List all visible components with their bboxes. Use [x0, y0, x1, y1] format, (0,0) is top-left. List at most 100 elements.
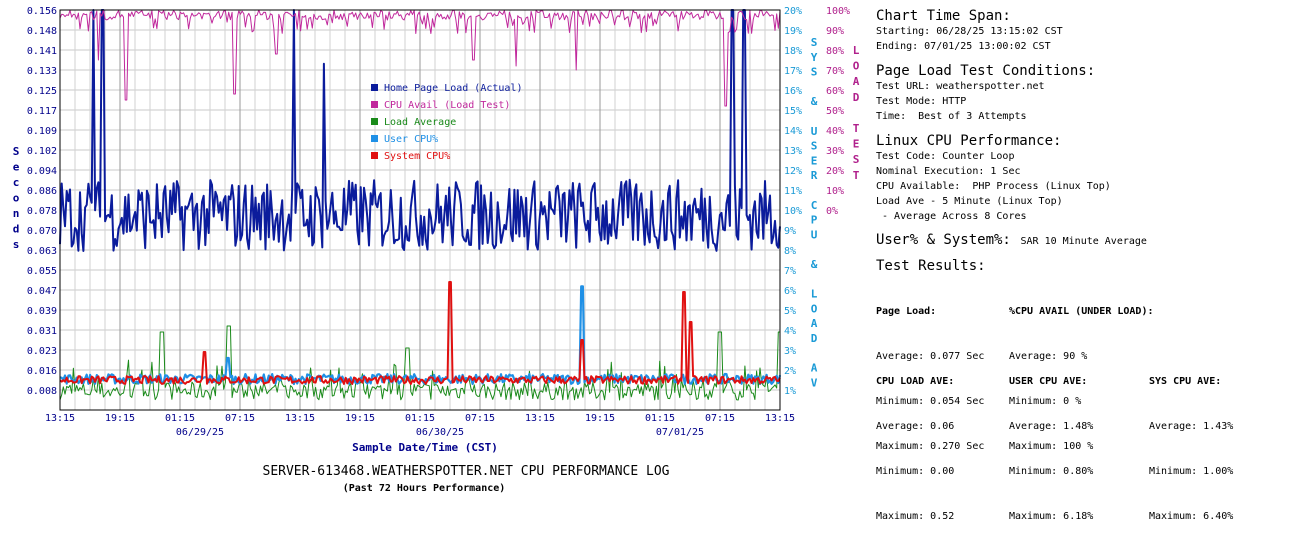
y-tick-right-outer: 50%: [826, 106, 844, 117]
axis-title-char: D: [811, 332, 818, 345]
usersys-section: User% & System%: SAR 10 Minute Average: [876, 229, 1296, 249]
x-tick-label: 07:15: [225, 413, 255, 424]
user-cpu-min: Minimum: 0.80%: [1009, 466, 1094, 477]
x-tick-label: 07:15: [705, 413, 735, 424]
y-tick-right-outer: 30%: [826, 146, 844, 157]
y-tick-right-inner: 10%: [784, 206, 802, 217]
page-load-avg: Average: 0.077 Sec: [876, 351, 985, 362]
legend-label: CPU Avail (Load Test): [384, 100, 510, 111]
axis-title-char: &: [811, 95, 818, 108]
legend-label: System CPU%: [384, 151, 450, 162]
y-tick-left: 0.086: [27, 186, 57, 197]
axis-title-char: S: [811, 66, 818, 79]
page-load-max: Maximum: 0.270 Sec: [876, 441, 985, 452]
axis-title-char: A: [811, 362, 818, 375]
load-ave-desc: Load Ave - 5 Minute (Linux Top): [876, 196, 1063, 207]
usersys-heading: User% & System%:: [876, 232, 1011, 248]
legend-label: Load Average: [384, 117, 456, 128]
y-tick-left: 0.039: [27, 306, 57, 317]
series-system-cpu: [59, 281, 781, 385]
user-cpu-avg: Average: 1.48%: [1009, 421, 1094, 432]
linux-heading: Linux CPU Performance:: [876, 133, 1062, 149]
axis-title-char: V: [811, 376, 818, 389]
usersys-note: SAR 10 Minute Average: [1020, 236, 1147, 247]
y-tick-left: 0.109: [27, 126, 57, 137]
cpu-load-min: Minimum: 0.00: [876, 466, 955, 477]
y-tick-right-outer: 10%: [826, 186, 844, 197]
linux-section: Linux CPU Performance: Test Code: Counte…: [876, 133, 1296, 224]
x-date-label: 06/30/25: [416, 427, 464, 438]
y-tick-right-inner: 14%: [784, 126, 802, 137]
y-tick-right-inner: 20%: [784, 6, 802, 17]
series-load-average: [59, 325, 780, 401]
test-time: Time: Best of 3 Attempts: [876, 111, 1027, 122]
y-tick-right-outer: 100%: [826, 6, 850, 17]
y-tick-right-inner: 13%: [784, 146, 802, 157]
sys-cpu-avg: Average: 1.43%: [1149, 421, 1234, 432]
y-tick-right-outer: 20%: [826, 166, 844, 177]
test-mode: Test Mode: HTTP: [876, 96, 967, 107]
axis-title-char: R: [811, 169, 818, 182]
y-tick-right-inner: 17%: [784, 66, 802, 77]
x-tick-label: 13:15: [45, 413, 75, 424]
axis-title-char: T: [853, 122, 860, 135]
user-cpu-title: USER CPU AVE:: [1009, 376, 1088, 387]
plot-border: [59, 9, 781, 411]
y-tick-right-inner: 8%: [784, 246, 796, 257]
legend-label: User CPU%: [384, 134, 438, 145]
axis-title-char: e: [13, 161, 20, 174]
timespan-heading: Chart Time Span:: [876, 8, 1011, 24]
info-panel: Chart Time Span: Starting: 06/28/25 13:1…: [876, 8, 1296, 54]
cpu-avail-max: Maximum: 100 %: [1009, 441, 1094, 452]
y-tick-right-inner: 15%: [784, 106, 802, 117]
axis-title-char: &: [811, 258, 818, 271]
axis-title-char: U: [811, 228, 818, 241]
axis-title-char: o: [13, 192, 20, 205]
y-tick-left: 0.063: [27, 246, 57, 257]
x-tick-label: 01:15: [165, 413, 195, 424]
cpu-load-results: CPU LOAD AVE: Average: 0.06 Minimum: 0.0…: [876, 344, 954, 554]
y-tick-left: 0.156: [27, 6, 57, 17]
y-tick-right-inner: 12%: [784, 166, 802, 177]
y-tick-right-inner: 16%: [784, 86, 802, 97]
legend-swatch: [371, 152, 378, 159]
results-heading: Test Results:: [876, 258, 986, 274]
conditions-heading: Page Load Test Conditions:: [876, 63, 1096, 79]
y-tick-left: 0.016: [27, 366, 57, 377]
cpu-load-max: Maximum: 0.52: [876, 511, 955, 522]
y-tick-right-inner: 7%: [784, 266, 796, 277]
y-tick-right-inner: 5%: [784, 306, 796, 317]
y-tick-right-outer: 0%: [826, 206, 838, 217]
y-tick-left: 0.078: [27, 206, 57, 217]
x-tick-label: 13:15: [285, 413, 315, 424]
y-tick-right-inner: 19%: [784, 26, 802, 37]
y-tick-left: 0.102: [27, 146, 57, 157]
sys-cpu-title: SYS CPU AVE:: [1149, 376, 1222, 387]
nominal-execution: Nominal Execution: 1 Sec: [876, 166, 1021, 177]
axis-title-char: O: [811, 302, 818, 315]
chart-grid: [60, 10, 780, 410]
x-tick-label: 13:15: [525, 413, 555, 424]
x-axis-title: Sample Date/Time (CST): [352, 441, 498, 454]
y-tick-right-outer: 70%: [826, 66, 844, 77]
axis-title-char: D: [853, 91, 860, 104]
x-date-label: 06/29/25: [176, 427, 224, 438]
series-home-page-load: [59, 9, 781, 252]
timespan-end: Ending: 07/01/25 13:00:02 CST: [876, 41, 1051, 52]
y-tick-right-inner: 6%: [784, 286, 796, 297]
y-tick-left: 0.148: [27, 26, 57, 37]
y-tick-left: 0.125: [27, 86, 57, 97]
test-url: Test URL: weatherspotter.net: [876, 81, 1045, 92]
legend-swatch: [371, 118, 378, 125]
page-load-results: Page Load: Average: 0.077 Sec Minimum: 0…: [876, 274, 984, 484]
sys-cpu-min: Minimum: 1.00%: [1149, 466, 1234, 477]
axis-title-char: c: [13, 176, 20, 189]
cpu-avail-title: %CPU AVAIL (UNDER LOAD):: [1009, 306, 1154, 317]
y-tick-left: 0.055: [27, 266, 57, 277]
axis-title-char: d: [13, 223, 20, 236]
axis-title-char: S: [853, 153, 860, 166]
x-tick-label: 07:15: [465, 413, 495, 424]
axis-title-char: T: [853, 169, 860, 182]
y-tick-left: 0.023: [27, 346, 57, 357]
